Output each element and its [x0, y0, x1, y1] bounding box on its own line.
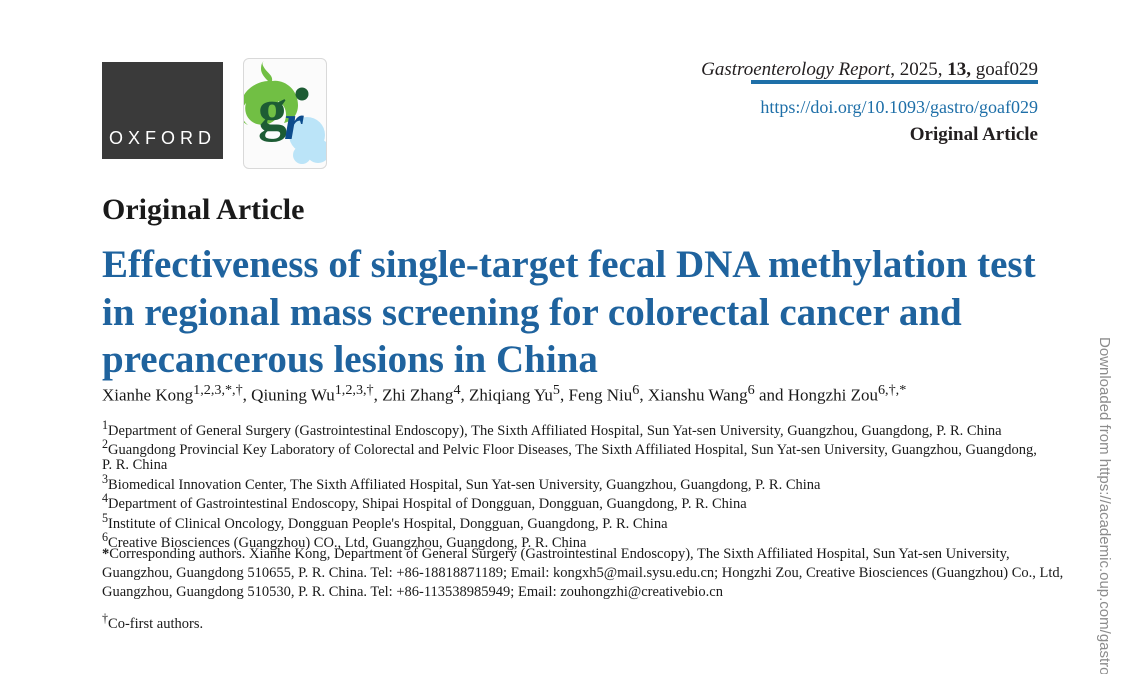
- svg-text:r: r: [284, 94, 304, 150]
- svg-text:g: g: [258, 77, 287, 142]
